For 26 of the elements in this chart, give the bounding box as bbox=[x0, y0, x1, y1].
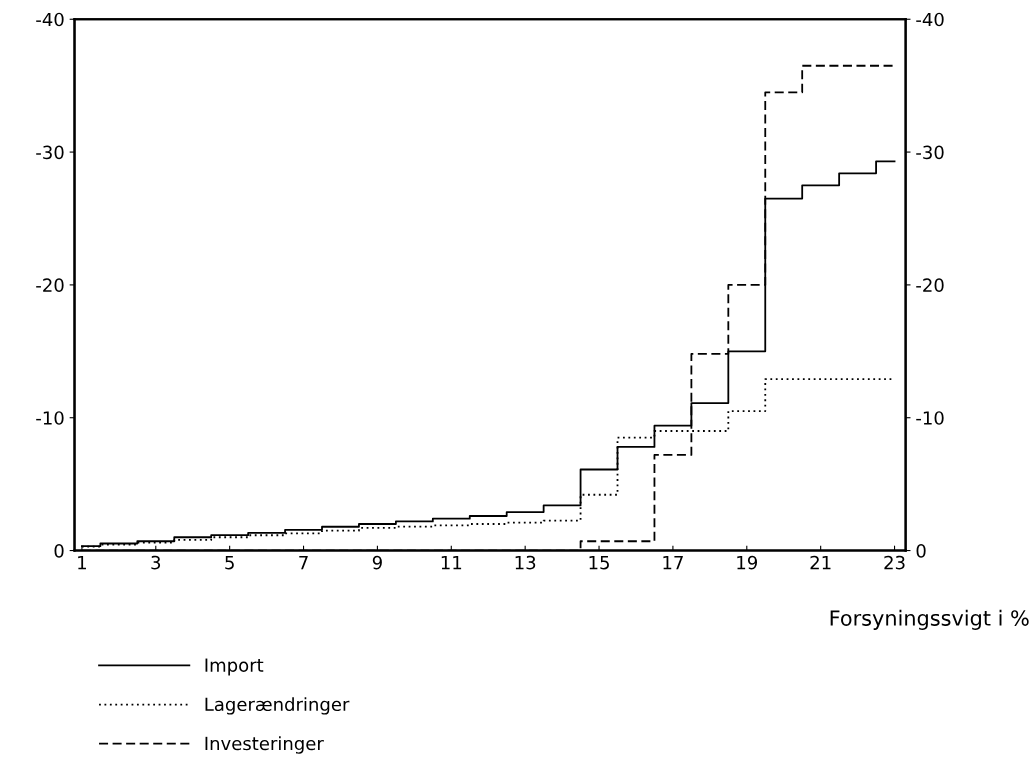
x-axis-title: Forsyningssvigt i % bbox=[830, 609, 1029, 630]
y2-tick-label: 0 bbox=[916, 544, 926, 558]
x-tick-label: 13 bbox=[515, 555, 536, 570]
x-tick-label: 1 bbox=[78, 555, 86, 570]
y2-tick-label: -10 bbox=[916, 411, 944, 425]
y-tick-label: 0 bbox=[54, 544, 64, 558]
x-tick-label: 7 bbox=[299, 555, 308, 570]
y2-tick-label: -20 bbox=[916, 278, 944, 293]
x-tick-label: 9 bbox=[372, 555, 382, 570]
legend-label: Import bbox=[205, 658, 264, 676]
x-tick-label: 21 bbox=[810, 555, 831, 570]
y-tick-label: -30 bbox=[36, 145, 64, 160]
x-tick-label: 5 bbox=[225, 555, 234, 570]
legend-label: Lagerændringer bbox=[205, 697, 350, 715]
legend-label: Investeringer bbox=[205, 736, 324, 754]
y-tick-label: -10 bbox=[36, 411, 64, 425]
x-tick-label: 15 bbox=[589, 555, 609, 570]
x-tick-label: 11 bbox=[441, 555, 462, 570]
y2-tick-label: -40 bbox=[916, 12, 944, 27]
x-tick-label: 23 bbox=[884, 555, 905, 570]
y-tick-label: -40 bbox=[36, 12, 64, 27]
y-tick-label: -20 bbox=[36, 278, 64, 293]
x-tick-label: 19 bbox=[737, 555, 758, 570]
y2-tick-label: -30 bbox=[916, 145, 944, 160]
x-tick-label: 3 bbox=[151, 555, 161, 570]
x-tick-label: 17 bbox=[663, 555, 683, 570]
